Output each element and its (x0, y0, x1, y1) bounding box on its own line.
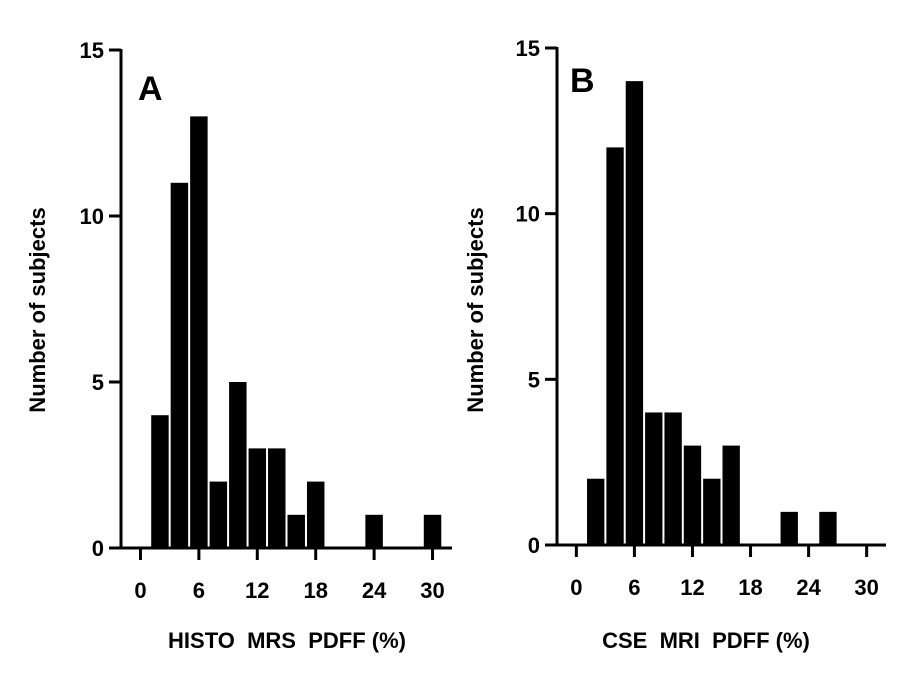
y-tick-label: 5 (92, 370, 104, 395)
y-tick-label: 15 (516, 36, 540, 61)
y-tick-label: 10 (516, 202, 540, 227)
x-axis-title: CSE MRI PDFF (%) (602, 628, 810, 653)
x-axis-title: HISTO MRS PDFF (%) (168, 628, 406, 653)
x-tick-label: 0 (134, 578, 146, 603)
histogram-bar (703, 478, 721, 545)
x-tick-label: 0 (570, 575, 582, 600)
histogram-bar (209, 481, 228, 548)
histogram-bar (365, 514, 383, 548)
histogram-bar (151, 415, 169, 548)
histogram-bar (722, 445, 740, 545)
y-axis-title: Number of subjects (463, 207, 488, 412)
x-tick-label: 30 (854, 575, 878, 600)
histogram-bar (190, 116, 208, 549)
x-tick-label: 12 (680, 575, 704, 600)
panel-label: B (570, 62, 595, 100)
x-tick-label: 6 (628, 575, 640, 600)
x-tick-label: 12 (245, 578, 269, 603)
x-tick-label: 18 (738, 575, 762, 600)
y-tick-label: 15 (80, 38, 104, 63)
histogram-bar (287, 514, 305, 548)
x-tick-label: 24 (796, 575, 821, 600)
y-tick-label: 10 (80, 204, 104, 229)
histogram-bar (819, 511, 837, 545)
panel-b: 0 5 10 15 0 6 12 18 24 30 B Number of subjects CSE M… (463, 36, 886, 653)
panel-a: 0 5 10 15 0 6 12 18 24 30 A Number of subjects HISTO… (25, 38, 452, 653)
y-tick-label: 0 (528, 533, 540, 558)
histogram-bar (645, 412, 663, 545)
histogram-bar (625, 81, 644, 545)
y-axis-title: Number of subjects (25, 207, 50, 412)
histogram-bar (248, 448, 267, 548)
y-tick-label: 5 (528, 367, 540, 392)
x-tick-label: 18 (303, 578, 327, 603)
histogram-bar (780, 511, 798, 545)
y-tick-label: 0 (92, 536, 104, 561)
histogram-bar (170, 182, 189, 549)
histogram-bar (664, 412, 682, 545)
histogram-bar (423, 514, 442, 548)
histogram-bar (683, 445, 702, 545)
x-tick-label: 24 (362, 578, 387, 603)
histogram-bar (606, 147, 624, 545)
x-tick-label: 6 (193, 578, 205, 603)
histogram-bar (587, 478, 605, 545)
x-tick-label: 30 (420, 578, 444, 603)
histogram-bar (306, 481, 325, 548)
histogram-bar (268, 448, 286, 548)
histogram-bar (229, 382, 247, 548)
panel-label: A (138, 70, 163, 108)
